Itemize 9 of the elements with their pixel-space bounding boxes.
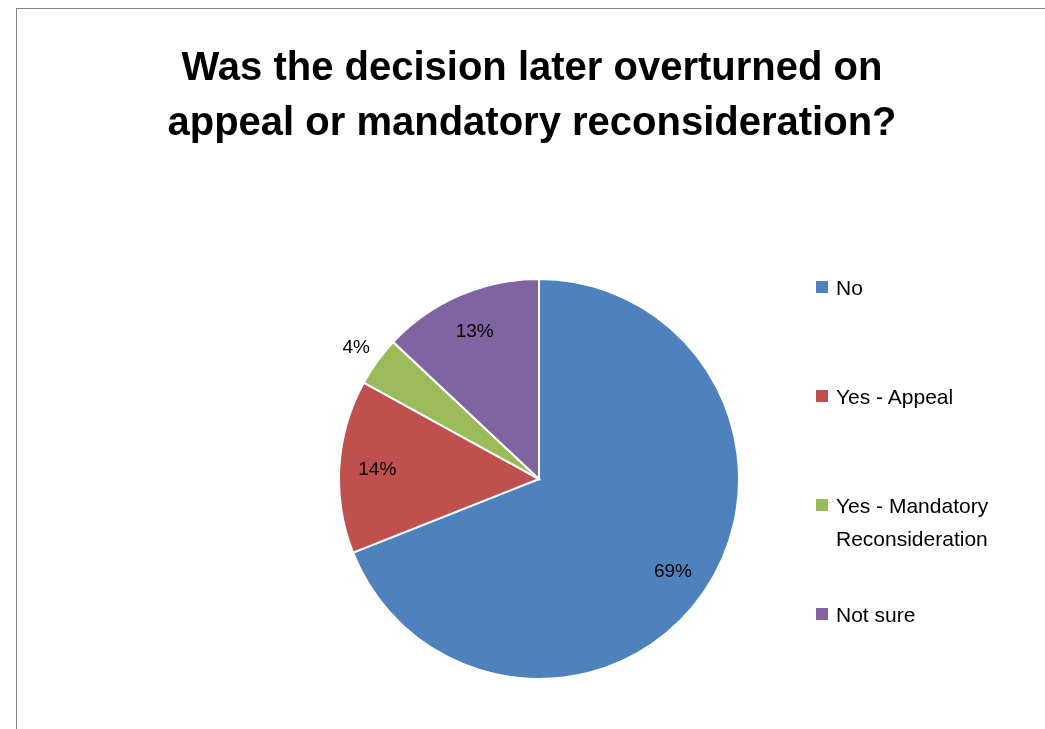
legend-label: Not sure xyxy=(836,602,916,626)
data-label: 13% xyxy=(455,319,494,341)
chart-title: Was the decision later overturned on appeal or mandatory reconsideration? xyxy=(167,44,897,143)
legend-label: Yes - Mandatory Reconsideration xyxy=(836,493,989,550)
data-label: 14% xyxy=(358,458,397,480)
data-label: 69% xyxy=(653,559,693,581)
data-label: 4% xyxy=(342,335,370,357)
legend-label: Yes - Appeal xyxy=(836,384,954,408)
legend-label: No xyxy=(836,275,863,299)
